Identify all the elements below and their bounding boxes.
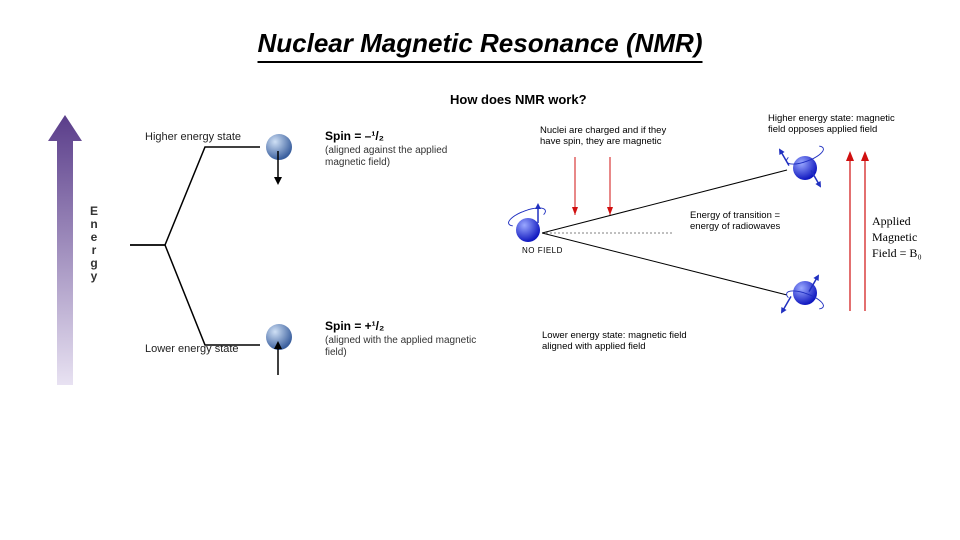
spin-high-sub: (aligned against the applied magnetic fi… [325, 145, 485, 169]
applied-field-arrow-icon [845, 151, 855, 311]
lower-state-label: Lower energy state [145, 343, 239, 355]
energy-axis-label: Energy [90, 205, 99, 283]
spin-high-head: Spin = –¹/₂ [325, 129, 485, 143]
spin-low-head: Spin = +¹/₂ [325, 319, 485, 333]
applied-field-label: Applied Magnetic Field = B₀ [872, 213, 942, 261]
nuclei-charged-text: Nuclei are charged and if they have spin… [540, 125, 670, 147]
spin-transition-diagram: Nuclei are charged and if they have spin… [500, 115, 940, 375]
higher-state-text: Higher energy state: magnetic field oppo… [768, 113, 908, 135]
slide-subtitle: How does NMR work? [450, 92, 587, 107]
energy-axis-arrow [48, 115, 82, 385]
energy-states-diagram: Energy Higher energy state Lower energy … [40, 115, 500, 395]
spin-arrow-icon [273, 151, 283, 185]
spin-vector-icon [534, 203, 542, 223]
lower-state-text: Lower energy state: magnetic field align… [542, 330, 702, 352]
slide-title: Nuclear Magnetic Resonance (NMR) [258, 28, 703, 63]
spin-low-sub: (aligned with the applied magnetic field… [325, 335, 485, 359]
spin-high-text: Spin = –¹/₂ (aligned against the applied… [325, 129, 485, 169]
applied-field-arrow-icon [860, 151, 870, 311]
energy-branch-lines [542, 155, 792, 315]
energy-level-split [130, 135, 260, 355]
spin-low-text: Spin = +¹/₂ (aligned with the applied ma… [325, 319, 485, 359]
spin-vector-icon [806, 272, 823, 293]
spin-arrow-icon [273, 341, 283, 375]
higher-state-label: Higher energy state [145, 131, 241, 143]
